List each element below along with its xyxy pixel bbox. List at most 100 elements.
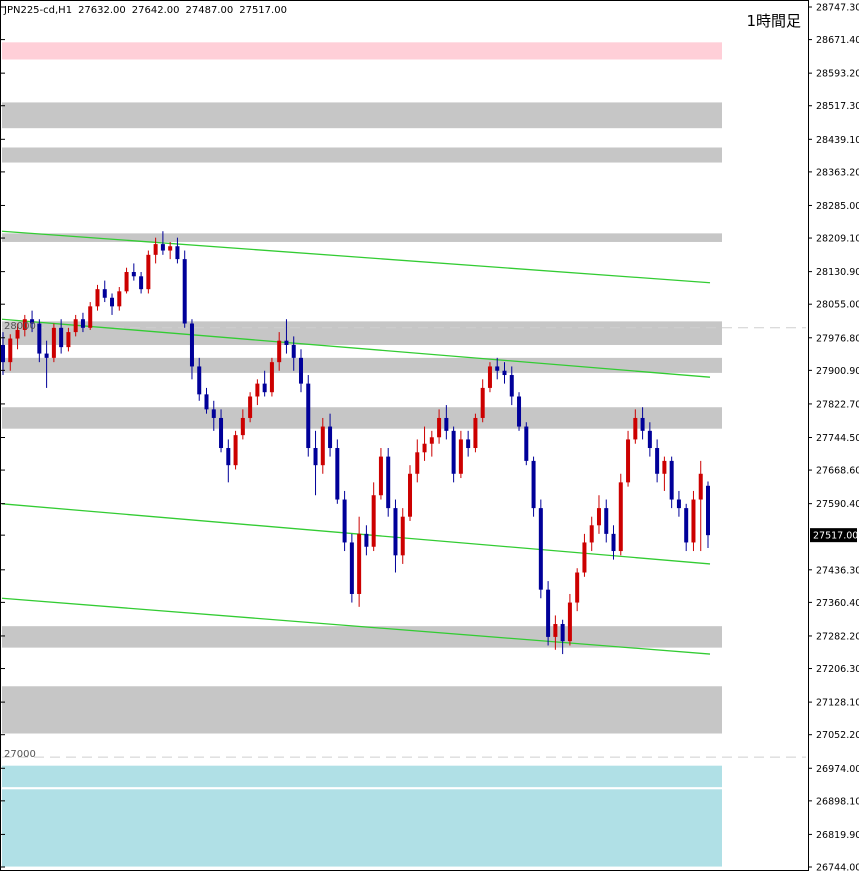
- candle: [669, 456, 674, 509]
- candle-body: [669, 460, 674, 500]
- candle-body: [168, 246, 173, 251]
- candle: [538, 499, 543, 599]
- candle: [291, 336, 296, 371]
- candle-body: [88, 306, 93, 328]
- candle-body: [342, 499, 347, 543]
- candle-body: [502, 370, 507, 376]
- candle-body: [611, 533, 616, 552]
- candle: [553, 615, 558, 650]
- current-price-box: [810, 528, 857, 543]
- candle: [466, 430, 471, 457]
- candle: [37, 319, 42, 363]
- candle-body: [102, 289, 107, 298]
- candle: [211, 400, 216, 431]
- candle-body: [204, 394, 209, 410]
- candle: [313, 430, 318, 496]
- candle-body: [44, 353, 49, 358]
- candle: [473, 413, 478, 453]
- candle: [146, 250, 151, 294]
- candle: [676, 490, 681, 517]
- candle: [684, 503, 689, 552]
- candle-body: [691, 499, 696, 543]
- channel-line: [1, 503, 711, 565]
- candle-body: [567, 602, 572, 642]
- candle-body: [80, 319, 85, 328]
- zone-blue: [2, 765, 722, 788]
- candle: [371, 482, 376, 552]
- y-tick-label: 27436.30: [816, 565, 859, 576]
- y-tick-label: 27360.40: [816, 598, 859, 609]
- y-tick-label: 27128.10: [816, 698, 859, 709]
- candle-body: [684, 508, 689, 543]
- channel-line: [1, 230, 711, 284]
- high-value: 27642.00: [131, 5, 180, 16]
- candle: [88, 302, 93, 330]
- candle: [633, 409, 638, 444]
- candle-body: [262, 383, 267, 393]
- candle: [444, 405, 449, 440]
- candle: [451, 426, 456, 483]
- candle: [342, 490, 347, 552]
- candle-body: [378, 456, 383, 496]
- candle: [429, 430, 434, 457]
- candle: [647, 422, 652, 457]
- candle: [458, 430, 463, 479]
- candle-body: [560, 624, 565, 642]
- candle-body: [182, 259, 187, 324]
- candle-body: [437, 417, 442, 438]
- candle-body: [553, 624, 558, 637]
- candle: [284, 319, 289, 354]
- candle: [567, 593, 572, 646]
- candle: [306, 375, 311, 457]
- timeframe-label: 1時間足: [746, 12, 801, 30]
- candle: [560, 619, 565, 655]
- candle-body: [429, 437, 434, 444]
- zone-gray: [2, 233, 722, 242]
- candle-body: [422, 443, 427, 453]
- zone-gray: [2, 626, 722, 648]
- candle-body: [51, 327, 56, 358]
- candle-body: [371, 495, 376, 547]
- candle: [124, 267, 129, 294]
- y-tick-label: 26898.10: [816, 796, 859, 807]
- candle: [662, 456, 667, 491]
- candle: [706, 481, 710, 549]
- candle-body: [211, 409, 216, 418]
- y-tick-label: 28285.00: [816, 201, 859, 212]
- candle: [160, 231, 165, 255]
- candle: [66, 327, 71, 352]
- candle-body: [400, 516, 405, 556]
- candle: [22, 314, 27, 337]
- candle: [400, 508, 405, 564]
- y-tick-label: 28439.10: [816, 135, 859, 146]
- candle-body: [66, 332, 71, 348]
- candle-body: [320, 426, 325, 466]
- chart-header: JPN225-cd,H1 27632.00 27642.00 27487.00 2751…: [4, 5, 293, 16]
- candle: [364, 525, 369, 556]
- candle: [531, 456, 536, 517]
- candle-body: [146, 254, 151, 290]
- zone-gray: [2, 147, 722, 163]
- candle: [51, 323, 56, 363]
- candle: [219, 409, 224, 453]
- candle-body: [698, 473, 703, 500]
- candle-body: [248, 396, 253, 418]
- candle: [582, 533, 587, 577]
- candle: [378, 448, 383, 500]
- candle-body: [313, 448, 318, 466]
- candle-body: [298, 357, 303, 384]
- candle-body: [618, 482, 623, 552]
- candle: [139, 272, 144, 294]
- candle-body: [415, 452, 420, 474]
- candle: [44, 340, 49, 388]
- y-tick-label: 27822.70: [816, 399, 859, 410]
- candle-body: [582, 542, 587, 573]
- candle-body: [30, 319, 35, 324]
- candle-body: [37, 323, 42, 354]
- candle-body: [662, 460, 667, 474]
- y-tick-label: 28209.10: [816, 234, 859, 245]
- candle: [495, 357, 500, 380]
- candle: [618, 473, 623, 556]
